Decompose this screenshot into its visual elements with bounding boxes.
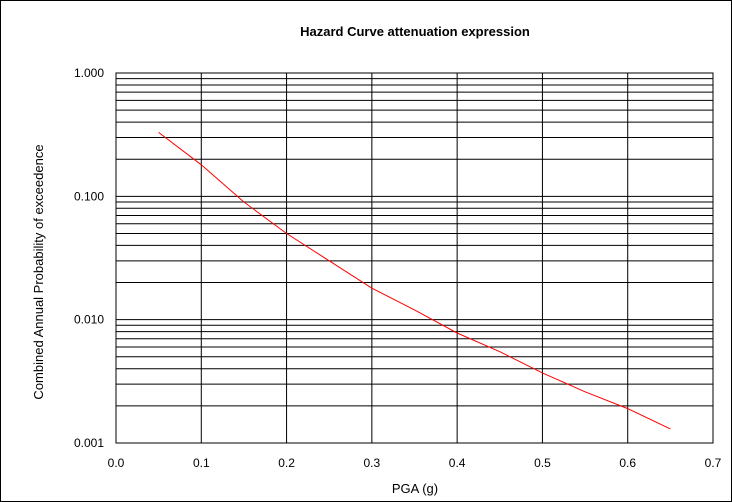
x-tick-label: 0.7: [705, 456, 722, 470]
x-tick-label: 0.3: [364, 456, 381, 470]
x-tick-label: 0.1: [193, 456, 210, 470]
y-axis-ticks: 1.000 0.100 0.010 0.001: [74, 66, 104, 450]
series-layer: [158, 132, 671, 430]
x-axis-label: PGA (g): [392, 481, 438, 496]
y-tick-label: 0.100: [74, 189, 104, 203]
x-tick-label: 0.6: [619, 456, 636, 470]
y-tick-label: 1.000: [74, 66, 104, 80]
chart-title: Hazard Curve attenuation expression: [300, 24, 530, 39]
y-tick-label: 0.010: [74, 313, 104, 327]
y-axis-label: Combined Annual Probability of exceedenc…: [31, 144, 46, 399]
x-tick-label: 0.4: [449, 456, 466, 470]
x-tick-label: 0.0: [108, 456, 125, 470]
x-axis-ticks: 0.0 0.1 0.2 0.3 0.4 0.5 0.6 0.7: [108, 456, 722, 470]
x-tick-label: 0.5: [534, 456, 551, 470]
plot-area-border: [115, 72, 714, 444]
x-tick-label: 0.2: [278, 456, 295, 470]
grid: [115, 73, 714, 444]
series-line: [158, 132, 671, 430]
y-tick-label: 0.001: [74, 436, 104, 450]
